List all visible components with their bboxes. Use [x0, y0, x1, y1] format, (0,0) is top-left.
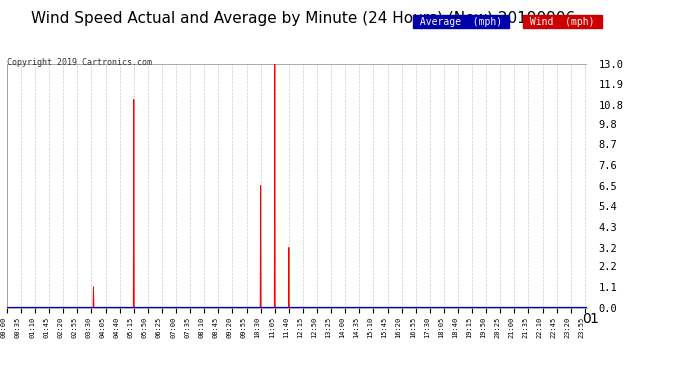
- Text: Wind Speed Actual and Average by Minute (24 Hours) (New) 20190906: Wind Speed Actual and Average by Minute …: [32, 11, 575, 26]
- Text: Copyright 2019 Cartronics.com: Copyright 2019 Cartronics.com: [7, 58, 152, 67]
- Text: Wind  (mph): Wind (mph): [524, 17, 601, 27]
- Text: Average  (mph): Average (mph): [414, 17, 508, 27]
